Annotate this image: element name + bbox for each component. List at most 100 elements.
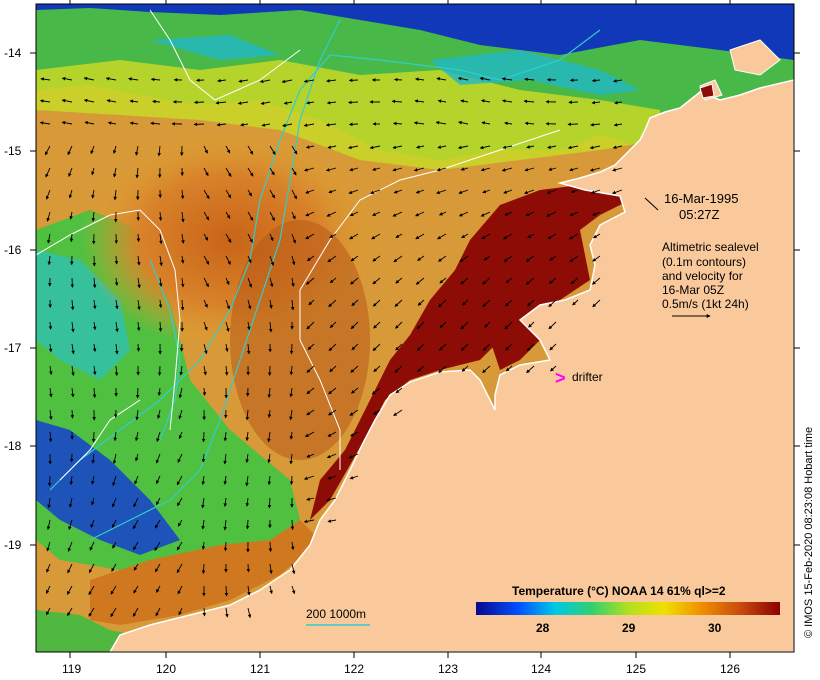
velocity-arrow (327, 475, 337, 480)
velocity-arrow (247, 233, 253, 243)
velocity-arrow (289, 475, 294, 485)
velocity-arrow (613, 79, 623, 83)
velocity-arrow (67, 541, 73, 552)
velocity-arrow (372, 277, 381, 285)
bathy-west (149, 259, 181, 441)
velocity-arrow (349, 211, 359, 217)
velocity-arrow (193, 100, 205, 105)
velocity-arrow (328, 189, 337, 194)
velocity-arrow (393, 189, 403, 194)
velocity-arrow (67, 145, 73, 156)
map-area[interactable]: > drifter 16-Mar-1995 05:27Z Altimetric … (36, 4, 794, 652)
velocity-arrow (370, 189, 381, 195)
velocity-arrow (329, 365, 337, 373)
velocity-arrow (225, 233, 232, 243)
velocity-arrow (91, 497, 95, 506)
velocity-arrow (395, 321, 403, 329)
velocity-arrow (612, 167, 623, 172)
velocity-arrow (305, 211, 315, 217)
velocity-arrow (91, 453, 95, 464)
velocity-arrow (47, 233, 51, 244)
velocity-arrow (328, 409, 337, 416)
velocity-arrow (524, 121, 535, 126)
velocity-arrow (567, 145, 579, 150)
velocity-arrow (589, 167, 601, 172)
velocity-arrow (90, 519, 95, 529)
velocity-arrow (113, 189, 118, 201)
velocity-arrow (436, 167, 447, 172)
velocity-arrow (49, 409, 53, 420)
velocity-arrow (201, 541, 206, 550)
velocity-arrow (132, 519, 139, 530)
sealevel-legend: Altimetric sealevel (0.1m contours) and … (662, 240, 759, 318)
velocity-arrow (159, 255, 163, 267)
velocity-arrow (291, 167, 297, 176)
velocity-arrow (111, 563, 117, 572)
velocity-arrow (612, 145, 623, 150)
velocity-arrow (92, 365, 97, 376)
velocity-arrow (135, 453, 139, 462)
velocity-arrow (203, 343, 208, 355)
velocity-arrow (88, 607, 95, 617)
velocity-arrow (133, 497, 139, 508)
velocity-arrow (179, 365, 183, 376)
velocity-arrow (48, 321, 53, 330)
velocity-arrow (303, 519, 315, 524)
legend-line-2: (0.1m contours) (662, 255, 746, 269)
velocity-arrow (372, 211, 381, 216)
velocity-arrow (372, 343, 381, 352)
velocity-arrow (267, 475, 272, 486)
velocity-arrow (572, 299, 579, 306)
velocity-arrow (225, 343, 229, 352)
lat-label: -19 (4, 538, 22, 552)
velocity-arrow (67, 607, 73, 617)
bathy-legend-label: 200 1000m (306, 607, 366, 621)
velocity-arrow (68, 189, 73, 199)
velocity-arrow (84, 121, 95, 125)
velocity-arrow (268, 321, 273, 333)
velocity-arrow (132, 607, 139, 617)
velocity-arrow (203, 145, 208, 154)
velocity-arrow (392, 145, 403, 150)
sst-yellow-band (36, 60, 660, 170)
velocity-arrow (306, 101, 315, 105)
velocity-arrow (415, 277, 425, 285)
velocity-arrow (547, 145, 557, 149)
velocity-arrow (154, 541, 161, 552)
velocity-arrow (267, 453, 271, 464)
velocity-arrow (176, 475, 183, 486)
velocity-arrow (347, 100, 359, 105)
velocity-arrow (225, 255, 231, 265)
velocity-arrow (327, 519, 337, 523)
velocity-arrow (438, 255, 447, 262)
velocity-arrow (178, 387, 183, 399)
velocity-arrow (71, 365, 75, 376)
velocity-arrow (282, 123, 293, 128)
velocity-arrow (481, 121, 491, 125)
velocity-arrow (201, 453, 206, 463)
velocity-arrow (291, 145, 298, 155)
colorbar-tick-29: 29 (622, 621, 636, 635)
velocity-arrow (245, 431, 250, 442)
velocity-arrow (505, 365, 513, 372)
velocity-arrow (306, 365, 315, 373)
velocity-arrow (436, 77, 447, 81)
velocity-arrow (134, 431, 139, 442)
velocity-arrow (155, 475, 161, 485)
velocity-arrow (237, 101, 249, 105)
velocity-arrow (436, 189, 447, 194)
velocity-arrow (88, 563, 95, 574)
velocity-arrow (269, 145, 276, 156)
velocity-arrow (269, 189, 275, 199)
velocity-arrow (129, 121, 139, 126)
velocity-arrow (484, 321, 491, 328)
velocity-arrow (114, 255, 119, 265)
velocity-arrow (457, 145, 469, 150)
velocity-arrow (289, 453, 293, 465)
velocity-arrow (178, 607, 183, 616)
velocity-arrow (269, 277, 274, 288)
land-australia (109, 79, 794, 652)
velocity-arrow (417, 365, 425, 372)
velocity-arrow (289, 343, 294, 355)
